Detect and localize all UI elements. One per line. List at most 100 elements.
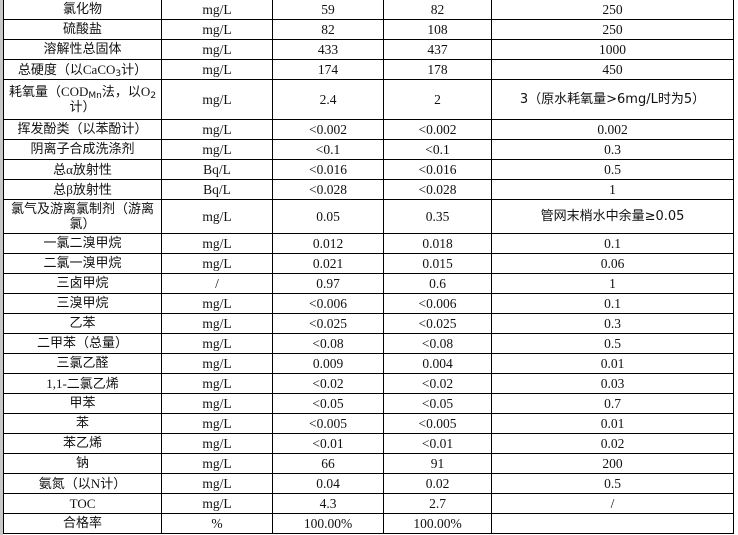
parameter-name-part: 硫酸盐 <box>62 22 102 37</box>
limit-cell: 管网末梢水中余量≥0.05 <box>491 199 734 234</box>
sample-2-value-cell: <0.016 <box>383 159 492 180</box>
parameter-name-cell: 三卤甲烷 <box>3 273 162 294</box>
parameter-name-part: 总 <box>53 182 67 198</box>
sample-2-value-cell: <0.02 <box>383 373 492 394</box>
table-row: 阴离子合成洗涤剂 mg/L <0.1 <0.1 0.3 <box>3 139 734 160</box>
parameter-name-part: 放射性 <box>72 182 112 198</box>
parameter-name-part: N <box>90 475 101 491</box>
table-row: 苯乙烯 mg/L <0.01 <0.01 0.02 <box>3 433 734 454</box>
parameter-name-part: 2 <box>150 91 157 101</box>
parameter-name-cell: 1,1-二氯乙烯 <box>3 373 162 394</box>
parameter-name-part: 氯气及游离氯制剂（游离氯） <box>10 201 154 232</box>
sample-1-value-cell: <0.016 <box>272 159 384 180</box>
table-row: 总硬度（以CaCO3计） mg/L 174 178 450 <box>3 59 734 80</box>
parameter-name-part: 计） <box>69 100 96 115</box>
parameter-name-cell: 氯化物 <box>3 0 162 20</box>
sample-1-value-cell: 0.97 <box>272 273 384 294</box>
parameter-name-cell: 苯 <box>3 413 162 434</box>
parameter-name-cell: 三溴甲烷 <box>3 293 162 314</box>
limit-cell: 1000 <box>491 39 734 60</box>
parameter-name-part: 三卤甲烷 <box>56 276 109 291</box>
sample-2-value-cell: 437 <box>383 39 492 60</box>
parameter-name-part: 苯乙烯 <box>62 436 102 451</box>
sample-2-value-cell: <0.01 <box>383 433 492 454</box>
parameter-name-cell: 二氯一溴甲烷 <box>3 253 162 274</box>
unit-cell: mg/L <box>161 199 273 234</box>
parameter-name-part: 乙苯 <box>69 316 96 331</box>
parameter-name-part: 氨氮（以 <box>38 476 91 492</box>
sample-2-value-cell: 0.004 <box>383 353 492 374</box>
table-row: 氯气及游离氯制剂（游离氯） mg/L 0.05 0.35 管网末梢水中余量≥0.05 <box>3 199 734 234</box>
parameter-name-cell: 甲苯 <box>3 393 162 414</box>
table-row: 挥发酚类（以苯酚计） mg/L <0.002 <0.002 0.002 <box>3 119 734 140</box>
water-quality-table: 氯化物 mg/L 59 82 250 硫酸盐 mg/L 82 108 250 溶解性总固体 mg/L 4… <box>3 0 734 534</box>
sample-1-value-cell: 2.4 <box>272 79 384 120</box>
sample-1-value-cell: 0.021 <box>272 253 384 274</box>
sample-2-value-cell: <0.025 <box>383 313 492 334</box>
sample-2-value-cell: 0.015 <box>383 253 492 274</box>
parameter-name-cell: 氨氮（以N计） <box>3 473 162 494</box>
table-row: 溶解性总固体 mg/L 433 437 1000 <box>3 39 734 60</box>
sample-1-value-cell: 0.012 <box>272 233 384 254</box>
parameter-name-part: β <box>66 181 73 197</box>
unit-cell: Bq/L <box>161 159 273 180</box>
sample-2-value-cell: 108 <box>383 19 492 40</box>
parameter-name-cell: 耗氧量（CODMn法，以O2 计） <box>3 79 162 120</box>
limit-cell: 0.5 <box>491 159 734 180</box>
parameter-name-part: 一氯二溴甲烷 <box>43 236 122 251</box>
sample-2-value-cell: 91 <box>383 453 492 474</box>
sample-1-value-cell: 0.05 <box>272 199 384 234</box>
table-row: 硫酸盐 mg/L 82 108 250 <box>3 19 734 40</box>
sample-2-value-cell: <0.028 <box>383 179 492 200</box>
parameter-name-part: 溶解性总固体 <box>43 42 122 57</box>
limit-cell: 1 <box>491 179 734 200</box>
parameter-name-part: 氯化物 <box>62 2 102 17</box>
sample-2-value-cell: <0.005 <box>383 413 492 434</box>
unit-cell: mg/L <box>161 373 273 394</box>
unit-cell: % <box>161 513 273 534</box>
parameter-name-cell: 挥发酚类（以苯酚计） <box>3 119 162 140</box>
parameter-name-part: 二氯乙烯 <box>66 376 119 392</box>
sample-1-value-cell: 59 <box>272 0 384 20</box>
table-row: 一氯二溴甲烷 mg/L 0.012 0.018 0.1 <box>3 233 734 254</box>
parameter-name-cell: 三氯乙醛 <box>3 353 162 374</box>
unit-cell: mg/L <box>161 293 273 314</box>
unit-cell: Bq/L <box>161 179 273 200</box>
sample-2-value-cell: <0.05 <box>383 393 492 414</box>
table-row: 总β放射性 Bq/L <0.028 <0.028 1 <box>3 179 734 200</box>
limit-cell: 0.002 <box>491 119 734 140</box>
limit-cell: 0.3 <box>491 139 734 160</box>
unit-cell: mg/L <box>161 233 273 254</box>
sample-1-value-cell: <0.08 <box>272 333 384 354</box>
sample-2-value-cell: <0.002 <box>383 119 492 140</box>
sample-1-value-cell: <0.028 <box>272 179 384 200</box>
parameter-name-part: α <box>66 161 73 177</box>
parameter-name-part: 总 <box>53 162 67 178</box>
limit-cell: 0.5 <box>491 333 734 354</box>
unit-cell: mg/L <box>161 19 273 40</box>
left-window-edge <box>0 0 3 535</box>
parameter-name-part: O <box>140 84 151 99</box>
unit-cell: mg/L <box>161 353 273 374</box>
unit-cell: mg/L <box>161 433 273 454</box>
unit-cell: mg/L <box>161 0 273 20</box>
table-row: 氨氮（以N计） mg/L 0.04 0.02 0.5 <box>3 473 734 494</box>
table-row: 二氯一溴甲烷 mg/L 0.021 0.015 0.06 <box>3 253 734 274</box>
table-row: 三氯乙醛 mg/L 0.009 0.004 0.01 <box>3 353 734 374</box>
sample-1-value-cell: 433 <box>272 39 384 60</box>
table-row: 1,1-二氯乙烯 mg/L <0.02 <0.02 0.03 <box>3 373 734 394</box>
parameter-name-cell: 二甲苯（总量） <box>3 333 162 354</box>
sample-2-value-cell: 0.02 <box>383 473 492 494</box>
sample-1-value-cell: 4.3 <box>272 493 384 514</box>
limit-cell: 0.01 <box>491 413 734 434</box>
parameter-name-cell: 钠 <box>3 453 162 474</box>
parameter-name-part: 阴离子合成洗涤剂 <box>30 142 135 157</box>
limit-cell: 0.01 <box>491 353 734 374</box>
sample-1-value-cell: 174 <box>272 59 384 80</box>
table-row: 总α放射性 Bq/L <0.016 <0.016 0.5 <box>3 159 734 180</box>
parameter-name-cell: 溶解性总固体 <box>3 39 162 60</box>
unit-cell: mg/L <box>161 119 273 140</box>
limit-cell: 450 <box>491 59 734 80</box>
sample-2-value-cell: 178 <box>383 59 492 80</box>
sample-2-value-cell: 2 <box>383 79 492 120</box>
